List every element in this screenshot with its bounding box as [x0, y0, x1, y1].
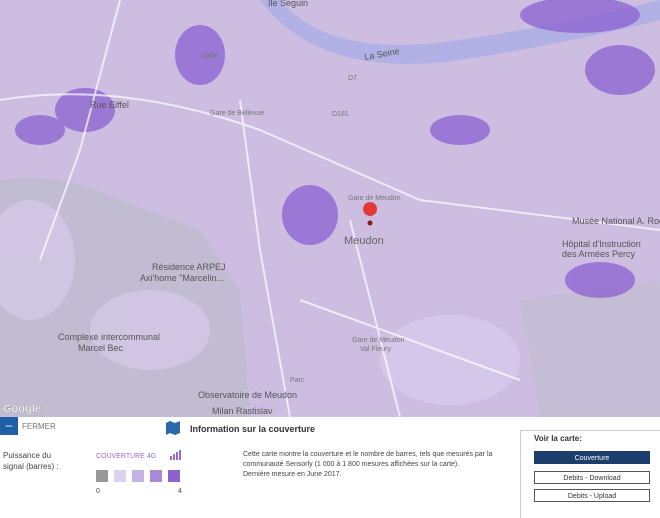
map-label: Rue Eiffel: [90, 100, 129, 110]
map-label: Milan Rastislav: [212, 406, 273, 416]
close-icon[interactable]: –: [0, 417, 18, 435]
coverage-button[interactable]: Couverture: [534, 451, 650, 464]
coverage-weak: [0, 200, 520, 405]
view-title: Voir la carte:: [534, 434, 582, 443]
map-icon: [166, 421, 180, 435]
description-line: Cette carte montre la couverture et le n…: [243, 451, 493, 458]
legend-max: 4: [178, 488, 182, 495]
info-panel: – FERMER Information sur la couverture P…: [0, 417, 660, 518]
map: Île Seguin La Seine Rue Eiffel Gare de B…: [0, 0, 660, 417]
legend-swatch: [168, 470, 180, 482]
roads: [0, 0, 660, 417]
signal-label: signal (barres) :: [3, 462, 59, 471]
map-label: Meudon: [344, 235, 384, 247]
map-pin-dot: [367, 220, 373, 226]
description: Cette carte montre la couverture et le n…: [243, 450, 492, 480]
map-label: Île Seguin: [267, 0, 308, 8]
map-label: Parc: [290, 377, 305, 384]
legend-swatch: [114, 470, 126, 482]
legend-swatches: [96, 470, 182, 482]
map-label: Hôpital d'Instruction: [562, 239, 641, 249]
upload-button[interactable]: Debits - Upload: [534, 489, 650, 502]
bars-icon: [170, 450, 181, 460]
map-label: Complexe intercommunal: [58, 332, 160, 342]
google-logo: Google: [3, 403, 41, 415]
road-label: D7: [348, 75, 357, 82]
map-label: Gare de Bellevue: [210, 110, 264, 117]
map-label: Résidence ARPEJ: [152, 262, 226, 272]
download-button[interactable]: Debits - Download: [534, 471, 650, 484]
coverage-strong: [15, 0, 655, 298]
legend-min: 0: [96, 488, 100, 495]
legend-swatch: [150, 470, 162, 482]
legend-swatch: [132, 470, 144, 482]
map-pin: [363, 202, 378, 236]
map-label: Gare de Meudon: [352, 337, 405, 344]
map-label: Val Fleury: [360, 346, 391, 353]
map-label: Marcel Bec: [78, 343, 124, 353]
map-label: Musée National A. Rodin: [572, 216, 660, 226]
panel-title: Information sur la couverture: [190, 424, 316, 434]
map-label: Axi'home "Marcelin...: [140, 273, 224, 283]
map-label: Gare de Meudon: [348, 195, 401, 202]
description-line: communauté Sensorly (1 000 à 1 800 mesur…: [243, 461, 460, 468]
map-label: des Armées Percy: [562, 249, 636, 259]
road-label: D406: [202, 53, 219, 60]
signal-label: Puissance du: [3, 451, 52, 460]
legend-title: COUVERTURE 4G: [96, 453, 157, 460]
legend-swatch: [96, 470, 108, 482]
description-line: Dernière mesure en June 2017.: [243, 471, 342, 478]
view-box: [520, 430, 660, 518]
road-label: D181: [332, 111, 349, 118]
map-label: Observatoire de Meudon: [198, 390, 297, 400]
close-button[interactable]: FERMER: [22, 422, 56, 431]
